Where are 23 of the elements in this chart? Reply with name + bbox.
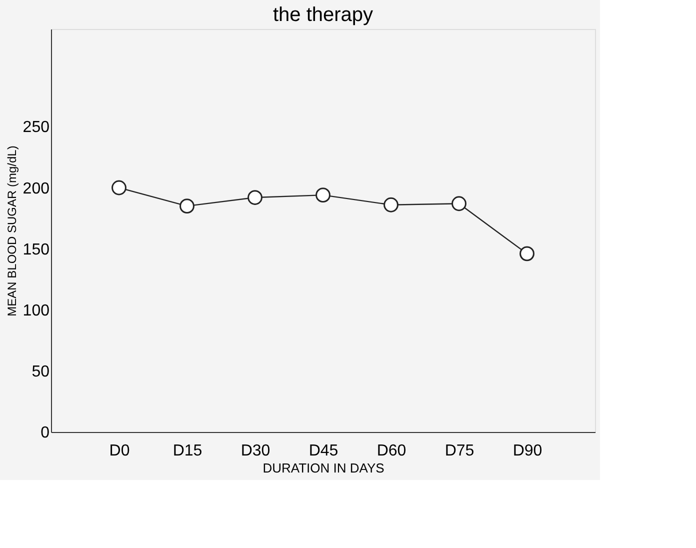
chart-title: the therapy <box>272 4 374 26</box>
x-axis-title: DURATION IN DAYS <box>262 460 385 476</box>
point <box>520 246 534 262</box>
y-tick-label: 50 <box>32 363 50 380</box>
y-axis-title: MEAN BLOOD SUGAR (mg/dL) <box>4 146 19 316</box>
x-tick-label: D0 <box>109 442 130 460</box>
point <box>384 197 398 212</box>
y-tick-label: 0 <box>40 424 50 442</box>
x-tick-label: D90 <box>512 442 542 460</box>
point <box>316 188 330 203</box>
x-tick-label: D30 <box>240 442 270 460</box>
y-tick-label: 250 <box>22 119 50 136</box>
x-tick-label: D75 <box>444 442 474 460</box>
point <box>112 180 126 196</box>
y-tick-label: 200 <box>22 180 50 198</box>
x-tick-label: D60 <box>376 442 406 460</box>
point <box>248 190 262 205</box>
x-tick-label: D15 <box>172 442 202 460</box>
point <box>452 196 466 212</box>
point <box>180 198 194 214</box>
y-tick-label: 150 <box>22 241 50 258</box>
x-tick-label: D45 <box>308 442 338 460</box>
y-tick-label: 100 <box>22 302 50 320</box>
